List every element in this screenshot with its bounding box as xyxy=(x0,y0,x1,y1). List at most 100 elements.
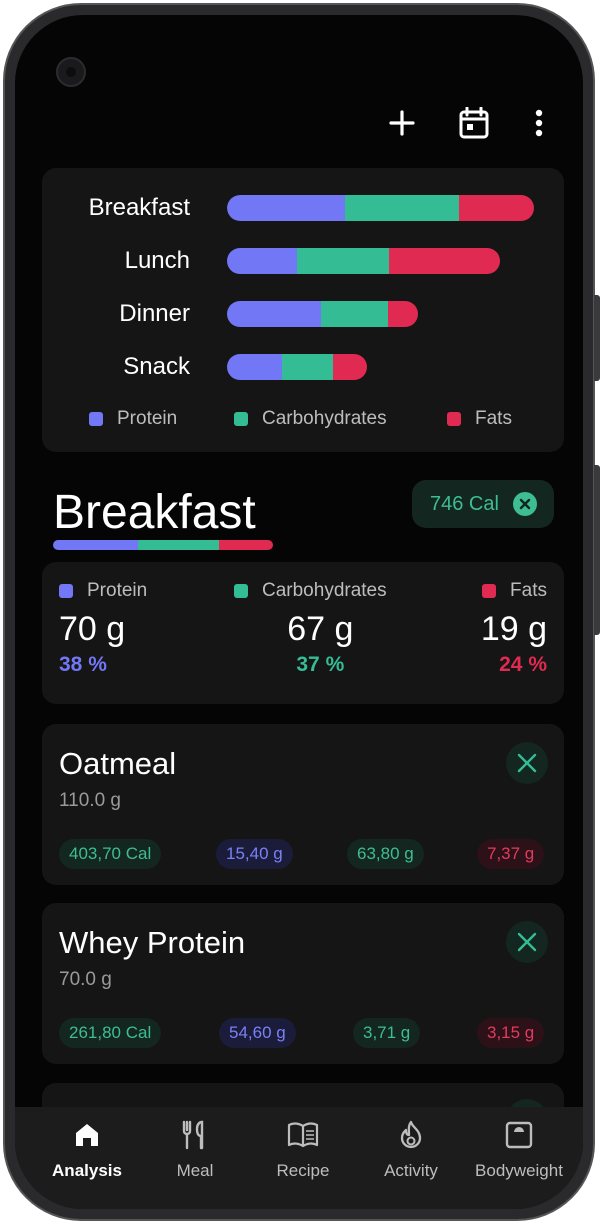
phone-frame: Breakfast Lunch Dinner xyxy=(3,3,600,1221)
stacked-bar xyxy=(227,248,500,274)
nav-label: Bodyweight xyxy=(475,1161,563,1180)
bar-fats xyxy=(459,195,534,221)
nav-label: Analysis xyxy=(52,1161,122,1180)
legend-dot xyxy=(447,412,461,426)
stacked-bar xyxy=(227,301,418,327)
bar-fats xyxy=(388,301,418,327)
protein-value: 70 g xyxy=(59,610,126,648)
food-weight: 110.0 g xyxy=(59,790,121,811)
chart-row-breakfast[interactable]: Breakfast xyxy=(42,188,564,228)
calories-chip: 261,80 Cal xyxy=(59,1018,162,1048)
fats-value: 19 g xyxy=(480,610,547,648)
protein-chip: 54,60 g xyxy=(219,1018,296,1048)
macro-summary-card: Protein 70 g 38 % Carbohydrates 67 g 37 … xyxy=(42,562,564,704)
calories-value: 746 Cal xyxy=(430,492,499,515)
bar-protein xyxy=(227,354,282,380)
nav-label: Meal xyxy=(176,1161,214,1180)
legend-dot xyxy=(234,412,248,426)
carbohydrates-label: Carbohydrates xyxy=(262,580,387,601)
front-camera xyxy=(56,57,86,87)
fork-knife-icon xyxy=(179,1119,211,1151)
bar-carbohydrates xyxy=(345,195,459,221)
protein-summary: Protein 70 g 38 % xyxy=(59,580,147,677)
fats-summary: Fats 19 g 24 % xyxy=(481,580,547,677)
fats-chip: 3,15 g xyxy=(477,1018,545,1048)
calendar-icon[interactable] xyxy=(454,103,494,143)
macro-overview-chart: Breakfast Lunch Dinner xyxy=(42,168,564,452)
food-weight: 70.0 g xyxy=(59,969,112,990)
calories-chip: 403,70 Cal xyxy=(59,839,162,869)
screen: Breakfast Lunch Dinner xyxy=(15,15,583,1209)
bar-protein xyxy=(227,195,345,221)
remove-food-button[interactable] xyxy=(506,921,548,963)
bar-protein xyxy=(227,301,321,327)
chart-row-lunch[interactable]: Lunch xyxy=(42,241,564,281)
close-icon[interactable] xyxy=(512,492,537,516)
protein-dot xyxy=(59,584,73,598)
bar-carbohydrates xyxy=(282,354,333,380)
bar-fats xyxy=(333,354,367,380)
legend-dot xyxy=(89,412,103,426)
stacked-bar xyxy=(227,195,534,221)
nav-item-meal[interactable]: Meal xyxy=(141,1119,249,1181)
bar-carbohydrates xyxy=(321,301,388,327)
remove-food-button[interactable] xyxy=(506,742,548,784)
close-icon xyxy=(517,753,537,773)
fats-percent: 24 % xyxy=(499,653,547,676)
chart-row-snack[interactable]: Snack xyxy=(42,347,564,387)
legend-fats: Fats xyxy=(447,408,512,430)
stacked-bar xyxy=(227,354,367,380)
home-icon xyxy=(71,1119,103,1151)
carbohydrates-chip: 3,71 g xyxy=(353,1018,421,1048)
bar-protein xyxy=(53,540,138,550)
meal-title-bar xyxy=(53,540,273,550)
carbohydrates-summary: Carbohydrates 67 g 37 % xyxy=(234,580,387,677)
scale-icon xyxy=(503,1119,535,1151)
food-name: Whey Protein xyxy=(59,925,246,960)
carbohydrates-dot xyxy=(234,584,248,598)
chart-row-label: Lunch xyxy=(124,247,190,274)
legend-label: Fats xyxy=(475,408,512,429)
fats-chip: 7,37 g xyxy=(477,839,545,869)
book-icon xyxy=(287,1119,319,1151)
nav-item-analysis[interactable]: Analysis xyxy=(33,1119,141,1181)
nav-item-bodyweight[interactable]: Bodyweight xyxy=(465,1119,573,1181)
volume-button xyxy=(594,465,600,635)
food-name: Oatmeal xyxy=(59,746,177,781)
bar-carbohydrates xyxy=(297,248,389,274)
nav-label: Activity xyxy=(384,1161,438,1180)
chart-row-label: Breakfast xyxy=(88,194,190,221)
nav-item-recipe[interactable]: Recipe xyxy=(249,1119,357,1181)
nav-item-activity[interactable]: Activity xyxy=(357,1119,465,1181)
bar-carbohydrates xyxy=(138,540,219,550)
chart-row-label: Snack xyxy=(123,353,190,380)
nav-label: Recipe xyxy=(276,1161,330,1180)
chart-row-dinner[interactable]: Dinner xyxy=(42,294,564,334)
bar-fats xyxy=(219,540,273,550)
legend-carbohydrates: Carbohydrates xyxy=(234,408,387,430)
protein-percent: 38 % xyxy=(59,653,107,676)
meal-title: Breakfast xyxy=(53,486,256,539)
bottom-navigation: Analysis Meal Recipe xyxy=(15,1107,583,1209)
calories-chip[interactable]: 746 Cal xyxy=(412,480,554,528)
bar-protein xyxy=(227,248,297,274)
close-icon xyxy=(517,932,537,952)
fats-dot xyxy=(482,584,497,598)
food-item[interactable]: Oatmeal 110.0 g 403,70 Cal 15,40 g 63,80… xyxy=(42,724,564,885)
chart-row-label: Dinner xyxy=(119,300,190,327)
plus-icon[interactable] xyxy=(382,103,422,143)
carbohydrates-chip: 63,80 g xyxy=(347,839,424,869)
legend-label: Protein xyxy=(117,408,178,429)
protein-chip: 15,40 g xyxy=(216,839,293,869)
food-item[interactable]: Whey Protein 70.0 g 261,80 Cal 54,60 g 3… xyxy=(42,903,564,1064)
more-vert-icon[interactable] xyxy=(519,103,559,143)
legend-protein: Protein xyxy=(89,408,177,430)
legend-label: Carbohydrates xyxy=(262,408,387,429)
bar-fats xyxy=(389,248,500,274)
protein-label: Protein xyxy=(87,580,148,601)
carbohydrates-percent: 37 % xyxy=(296,653,345,676)
power-button xyxy=(594,295,600,381)
fats-label: Fats xyxy=(510,580,547,601)
carbohydrates-value: 67 g xyxy=(287,610,354,648)
flame-icon xyxy=(395,1119,427,1151)
